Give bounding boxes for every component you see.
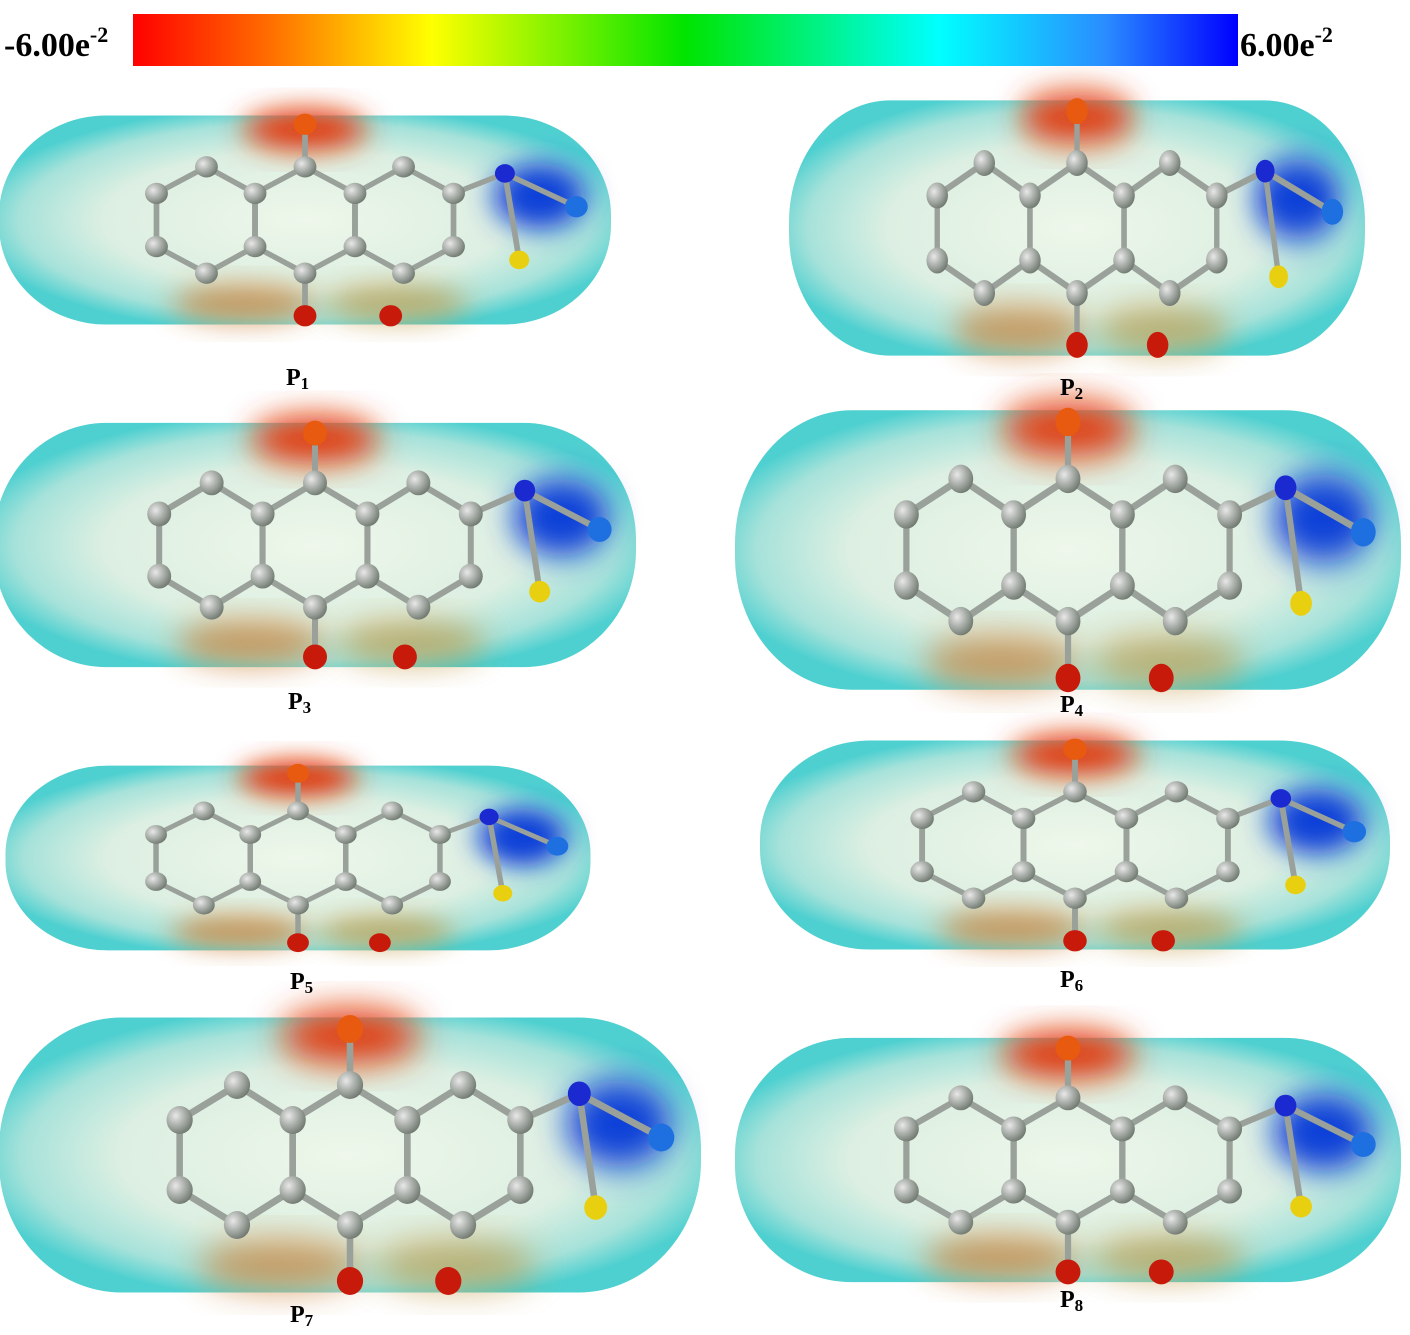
figure: -6.00e-2 6.00e-2 P1 P2 P3 P4 P5 P6 P7 P8 bbox=[0, 0, 1410, 1335]
panel-label: P2 bbox=[1060, 375, 1083, 403]
letter: P bbox=[1060, 375, 1075, 401]
index: 4 bbox=[1075, 701, 1084, 720]
letter: P bbox=[1060, 1287, 1075, 1313]
index: 3 bbox=[303, 698, 312, 717]
panel-label: P6 bbox=[1060, 967, 1083, 995]
panel-label: P5 bbox=[290, 969, 313, 997]
panel-label: P4 bbox=[1060, 692, 1084, 720]
index: 2 bbox=[1075, 384, 1084, 403]
colorbar-min: -6.00e-2 bbox=[4, 22, 108, 64]
panel-label: P8 bbox=[1060, 1287, 1083, 1315]
exponent: -2 bbox=[1315, 22, 1333, 47]
index: 5 bbox=[305, 978, 314, 997]
mep-surface bbox=[760, 734, 1390, 952]
mep-surface bbox=[735, 1030, 1401, 1284]
letter: P bbox=[290, 969, 305, 995]
mantissa: 6.00e bbox=[1240, 27, 1315, 64]
letter: P bbox=[1060, 692, 1075, 718]
mep-surface bbox=[0, 1009, 701, 1295]
panel-label: P1 bbox=[286, 365, 309, 393]
mantissa: -6.00e bbox=[4, 27, 90, 64]
panel-label: P3 bbox=[288, 689, 311, 717]
index: 7 bbox=[305, 1311, 314, 1330]
mep-surface bbox=[789, 92, 1365, 358]
mep-surface bbox=[0, 109, 611, 327]
exponent: -2 bbox=[90, 22, 108, 47]
mep-surface bbox=[735, 401, 1401, 692]
letter: P bbox=[288, 689, 303, 715]
index: 6 bbox=[1075, 976, 1084, 995]
color-bar bbox=[133, 14, 1238, 66]
panel-label: P7 bbox=[290, 1302, 314, 1330]
letter: P bbox=[1060, 967, 1075, 993]
letter: P bbox=[290, 1302, 305, 1328]
index: 8 bbox=[1075, 1296, 1084, 1315]
letter: P bbox=[286, 365, 301, 391]
mep-surface bbox=[0, 415, 636, 669]
colorbar-max: 6.00e-2 bbox=[1240, 22, 1333, 64]
index: 1 bbox=[301, 374, 310, 393]
mep-surface bbox=[5, 760, 590, 952]
